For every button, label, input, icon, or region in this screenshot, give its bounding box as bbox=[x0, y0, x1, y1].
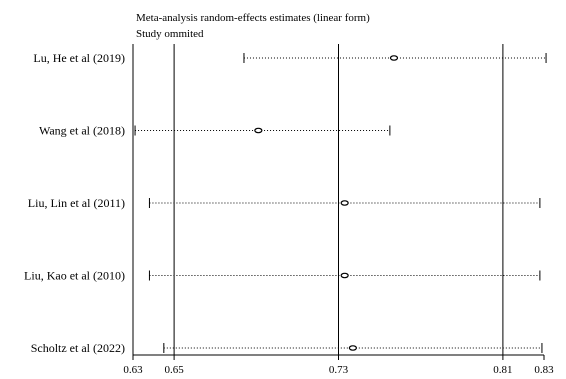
point-estimate bbox=[254, 127, 263, 134]
x-tick-label: 0.81 bbox=[493, 364, 512, 376]
point-estimate bbox=[340, 272, 349, 279]
study-label: Scholtz et al (2022) bbox=[31, 341, 125, 355]
study-label: Liu, Lin et al (2011) bbox=[28, 196, 125, 210]
study-row: Wang et al (2018) bbox=[39, 124, 391, 138]
study-label: Liu, Kao et al (2010) bbox=[24, 269, 125, 283]
study-label: Wang et al (2018) bbox=[39, 124, 125, 138]
x-axis: 0.63 0.65 0.73 0.81 0.83 bbox=[123, 354, 554, 376]
point-estimate bbox=[389, 55, 399, 61]
study-label: Lu, He et al (2019) bbox=[33, 51, 125, 65]
x-tick-label: 0.73 bbox=[329, 364, 349, 376]
point-estimate bbox=[340, 200, 349, 206]
x-tick-label: 0.83 bbox=[534, 364, 554, 376]
reference-lines bbox=[132, 44, 504, 355]
x-tick-label: 0.65 bbox=[164, 364, 184, 376]
study-rows: Lu, He et al (2019) Wang et al (2018) Liu,… bbox=[24, 51, 547, 355]
study-row: Scholtz et al (2022) bbox=[31, 341, 543, 355]
chart-subtitle: Study ommited bbox=[136, 28, 204, 40]
study-row: Lu, He et al (2019) bbox=[33, 51, 547, 65]
point-estimate bbox=[348, 345, 357, 351]
x-tick-label: 0.63 bbox=[123, 364, 143, 376]
chart-title: Meta-analysis random-effects estimates (… bbox=[136, 12, 370, 24]
study-row: Liu, Kao et al (2010) bbox=[24, 269, 541, 283]
study-row: Liu, Lin et al (2011) bbox=[28, 196, 541, 210]
